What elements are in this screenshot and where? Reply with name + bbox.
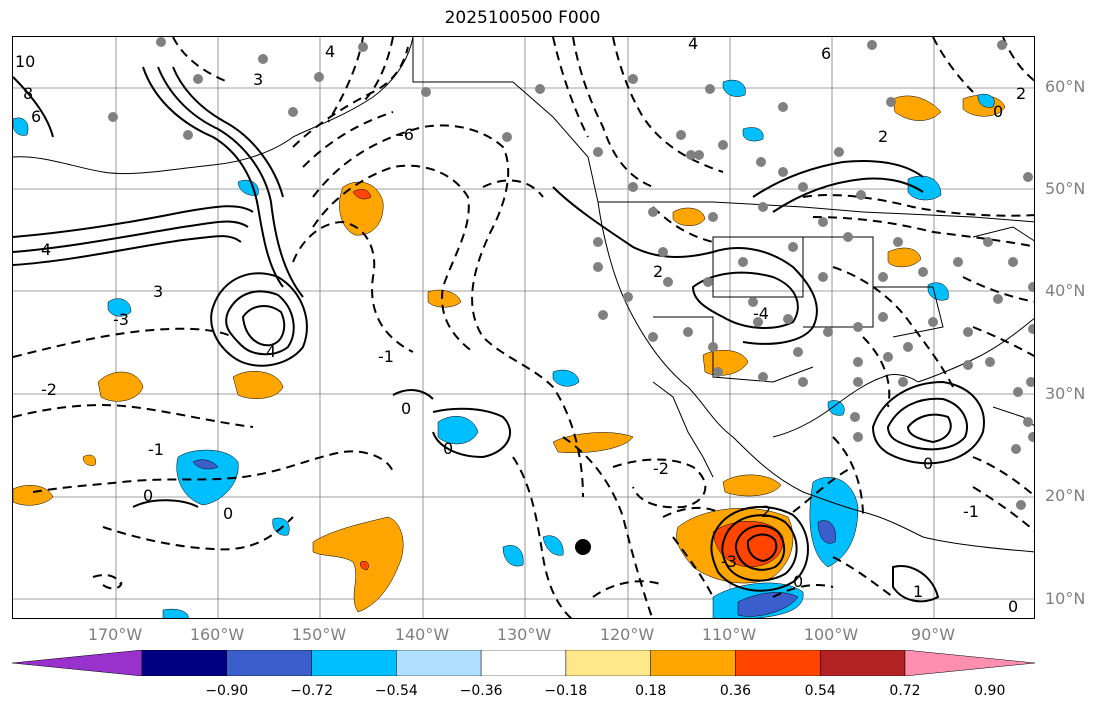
coastlines — [13, 37, 1034, 553]
lon-label-120w: 120°W — [599, 625, 655, 644]
contour-label: 0 — [143, 486, 153, 505]
contour-label: 2 — [653, 262, 663, 281]
colorbar-segment — [565, 650, 651, 676]
lon-label-130w: 130°W — [496, 625, 552, 644]
colorbar-tick-label: 0.54 — [804, 683, 836, 699]
contour-label: -1 — [378, 347, 394, 366]
contour-label: -4 — [753, 304, 769, 323]
contour-label: 4 — [41, 240, 51, 259]
lat-label-40n: 40°N — [1045, 281, 1086, 300]
contour-label: 6 — [821, 44, 831, 63]
colorbar-tick-label: −0.18 — [544, 683, 588, 699]
contour-label: 4 — [688, 37, 698, 53]
contour-label: -3 — [721, 552, 737, 571]
colorbar-segment — [396, 650, 482, 676]
colorbar — [12, 650, 1035, 676]
contour-label-layer: 10 8 6 4 3 4 4 3 -6 -1 -2 -1 0 0 0 0 -2 … — [15, 37, 1026, 616]
map-frame: 10 8 6 4 3 4 4 3 -6 -1 -2 -1 0 0 0 0 -2 … — [12, 36, 1035, 619]
lat-label-30n: 30°N — [1045, 384, 1086, 403]
contour-label: -6 — [398, 125, 414, 144]
contour-label: -2 — [41, 380, 57, 399]
contour-label: 0 — [993, 102, 1003, 121]
lon-label-90w: 90°W — [910, 625, 956, 644]
dashed-contours — [13, 37, 1034, 618]
colorbar-tick-label: −0.72 — [290, 683, 333, 699]
contour-label: -1 — [963, 502, 979, 521]
colorbar-tick-label: −0.90 — [205, 683, 249, 699]
contour-label: -3 — [113, 310, 129, 329]
contour-label: 3 — [253, 70, 263, 89]
colorbar-tick-label: −0.36 — [459, 683, 503, 699]
colorbar-tick-label: 0.90 — [974, 683, 1006, 699]
colorbar-segment — [819, 650, 906, 676]
contour-label: 2 — [878, 127, 888, 146]
colorbar-segment — [141, 650, 228, 676]
contour-label: 0 — [923, 454, 933, 473]
lon-label-150w: 150°W — [291, 625, 347, 644]
contour-label: 3 — [153, 282, 163, 301]
colorbar-tick-label: 0.36 — [719, 683, 752, 699]
station-markers — [108, 37, 1034, 510]
colorbar-tick-label: 0.72 — [889, 683, 921, 699]
contour-label: 0 — [443, 439, 453, 458]
storm-center-marker — [575, 539, 591, 555]
colorbar-tick-label: −0.54 — [374, 683, 418, 699]
lon-label-140w: 140°W — [394, 625, 450, 644]
colorbar-segment — [735, 650, 821, 676]
colorbar-extend-high — [904, 650, 1035, 676]
contour-label: 2 — [761, 502, 771, 521]
map-title: 2025100500 F000 — [444, 8, 601, 28]
contour-label: -1 — [148, 440, 164, 459]
contour-label: 4 — [266, 342, 276, 361]
contour-label: -2 — [653, 459, 669, 478]
contour-label: 4 — [325, 42, 335, 61]
lat-label-20n: 20°N — [1045, 486, 1086, 505]
contour-label: 2 — [1016, 84, 1026, 103]
lon-label-170w: 170°W — [87, 625, 143, 644]
contour-label: 8 — [23, 84, 33, 103]
contour-label: 6 — [31, 107, 41, 126]
solid-contours — [13, 66, 985, 603]
contour-label: 10 — [15, 52, 35, 71]
contour-label: 0 — [1008, 597, 1018, 616]
lat-label-10n: 10°N — [1045, 589, 1086, 608]
contour-label: 0 — [793, 572, 803, 591]
colorbar-tick-label: 0.18 — [635, 683, 667, 699]
colorbar-segment — [226, 650, 312, 676]
lat-label-60n: 60°N — [1045, 77, 1086, 96]
graticule — [13, 37, 1034, 618]
shaded-areas — [13, 79, 1006, 618]
colorbar-segment — [480, 650, 567, 676]
lat-label-50n: 50°N — [1045, 179, 1086, 198]
contour-label: 1 — [913, 582, 923, 601]
lon-label-160w: 160°W — [189, 625, 245, 644]
map-canvas: 10 8 6 4 3 4 4 3 -6 -1 -2 -1 0 0 0 0 -2 … — [13, 37, 1034, 618]
colorbar-extend-low — [12, 650, 143, 676]
lon-label-110w: 110°W — [701, 625, 757, 644]
colorbar-segment — [311, 650, 397, 676]
colorbar-segment — [650, 650, 736, 676]
contour-label: 0 — [223, 504, 233, 523]
lon-label-100w: 100°W — [803, 625, 859, 644]
contour-label: 0 — [401, 399, 411, 418]
